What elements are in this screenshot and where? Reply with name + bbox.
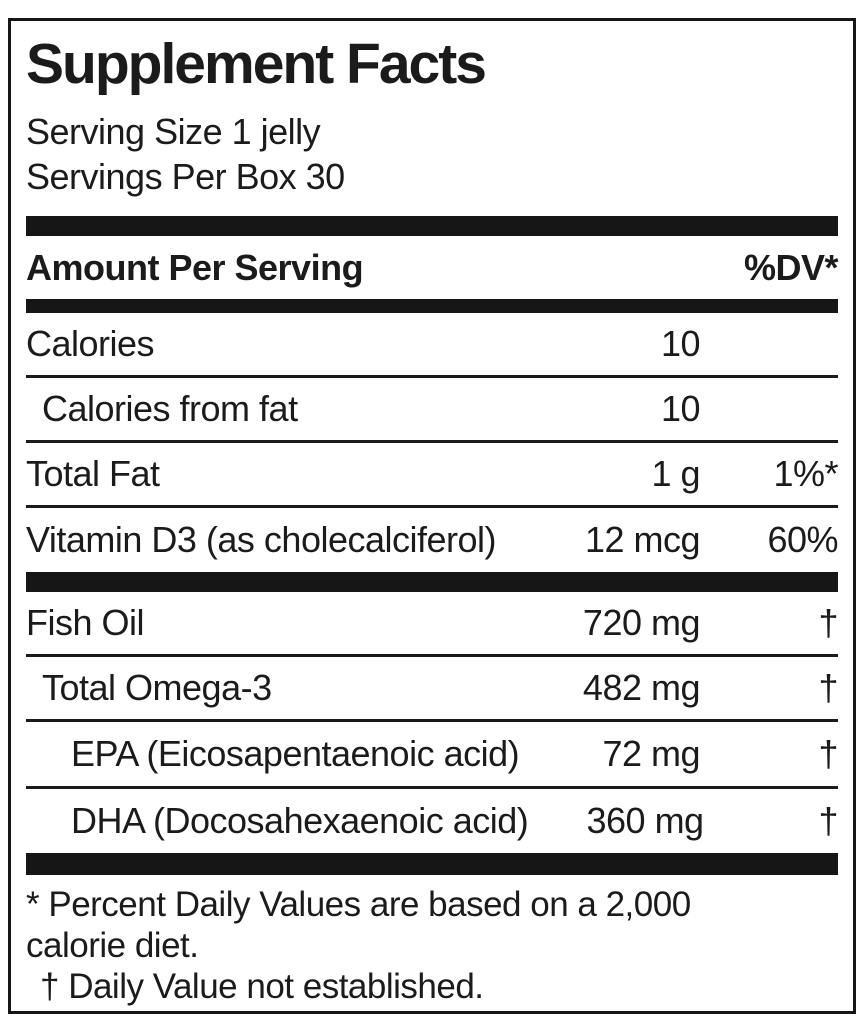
nutrient-amount: 72 mg xyxy=(602,733,700,774)
thick-divider-middle xyxy=(26,572,838,592)
nutrient-name: Total Fat xyxy=(26,453,160,494)
footnotes: * Percent Daily Values are based on a 2,… xyxy=(26,884,838,1007)
nutrient-name: DHA (Docosahexaenoic acid) xyxy=(71,800,529,841)
row-divider xyxy=(26,786,838,789)
nutrient-dv: † xyxy=(818,800,838,841)
nutrient-dv: 1%* xyxy=(773,453,838,494)
row-divider xyxy=(26,505,838,508)
nutrient-dv: † xyxy=(818,733,838,774)
nutrient-dv: † xyxy=(818,667,838,708)
label-title: Supplement Facts xyxy=(26,32,487,96)
nutrient-row-calories-from-fat: Calories from fat 10 xyxy=(26,378,838,440)
nutrient-amount: 12 mcg xyxy=(584,519,701,560)
nutrient-amount: 1 g xyxy=(651,453,700,494)
nutrient-name: Calories xyxy=(26,323,155,364)
amount-per-serving-header: Amount Per Serving xyxy=(26,246,364,288)
supplement-facts-label: Supplement Facts Serving Size 1 jelly Se… xyxy=(8,18,856,1014)
footnote-percent-dv-line-2: calorie diet. xyxy=(26,926,199,965)
thick-divider-top xyxy=(26,216,838,236)
nutrient-row-vitamin-d3: Vitamin D3 (as cholecalciferol) 12 mcg 6… xyxy=(26,508,839,572)
nutrient-amount: 720 mg xyxy=(582,602,701,643)
nutrient-amount: 10 xyxy=(660,323,701,364)
row-divider xyxy=(26,375,838,378)
nutrient-dv: † xyxy=(818,602,838,643)
nutrient-row-total-omega-3: Total Omega-3 482 mg † xyxy=(26,657,839,719)
row-divider xyxy=(26,440,838,443)
footnote-percent-dv-line-1: * Percent Daily Values are based on a 2,… xyxy=(26,885,691,924)
nutrient-dv: 60% xyxy=(767,519,838,560)
nutrient-amount: 10 xyxy=(660,388,701,429)
thick-divider-header xyxy=(26,299,838,313)
nutrient-row-epa: EPA (Eicosapentaenoic acid) 72 mg † xyxy=(26,722,839,786)
nutrient-name: EPA (Eicosapentaenoic acid) xyxy=(71,733,520,774)
nutrient-amount: 360 mg xyxy=(586,800,705,841)
nutrient-row-fish-oil: Fish Oil 720 mg † xyxy=(26,592,839,654)
percent-dv-header: %DV* xyxy=(743,246,839,288)
serving-info: Serving Size 1 jelly Servings Per Box 30 xyxy=(26,109,838,199)
row-divider xyxy=(26,654,838,657)
column-header-row: Amount Per Serving %DV* xyxy=(26,236,839,299)
serving-size-text: Serving Size 1 jelly xyxy=(26,111,321,152)
footnote-daily-value: † Daily Value not established. xyxy=(40,967,484,1006)
nutrient-name: Fish Oil xyxy=(26,602,145,643)
nutrient-row-dha: DHA (Docosahexaenoic acid) 360 mg † xyxy=(26,789,839,853)
nutrient-row-total-fat: Total Fat 1 g 1%* xyxy=(26,443,839,505)
nutrient-name: Calories from fat xyxy=(42,388,298,429)
nutrient-name: Vitamin D3 (as cholecalciferol) xyxy=(26,519,497,560)
nutrient-amount: 482 mg xyxy=(582,667,701,708)
nutrient-name: Total Omega-3 xyxy=(42,667,272,708)
thick-divider-bottom xyxy=(26,853,838,875)
row-divider xyxy=(26,719,838,722)
servings-per-box-text: Servings Per Box 30 xyxy=(26,156,345,197)
nutrient-row-calories: Calories 10 xyxy=(26,313,838,375)
